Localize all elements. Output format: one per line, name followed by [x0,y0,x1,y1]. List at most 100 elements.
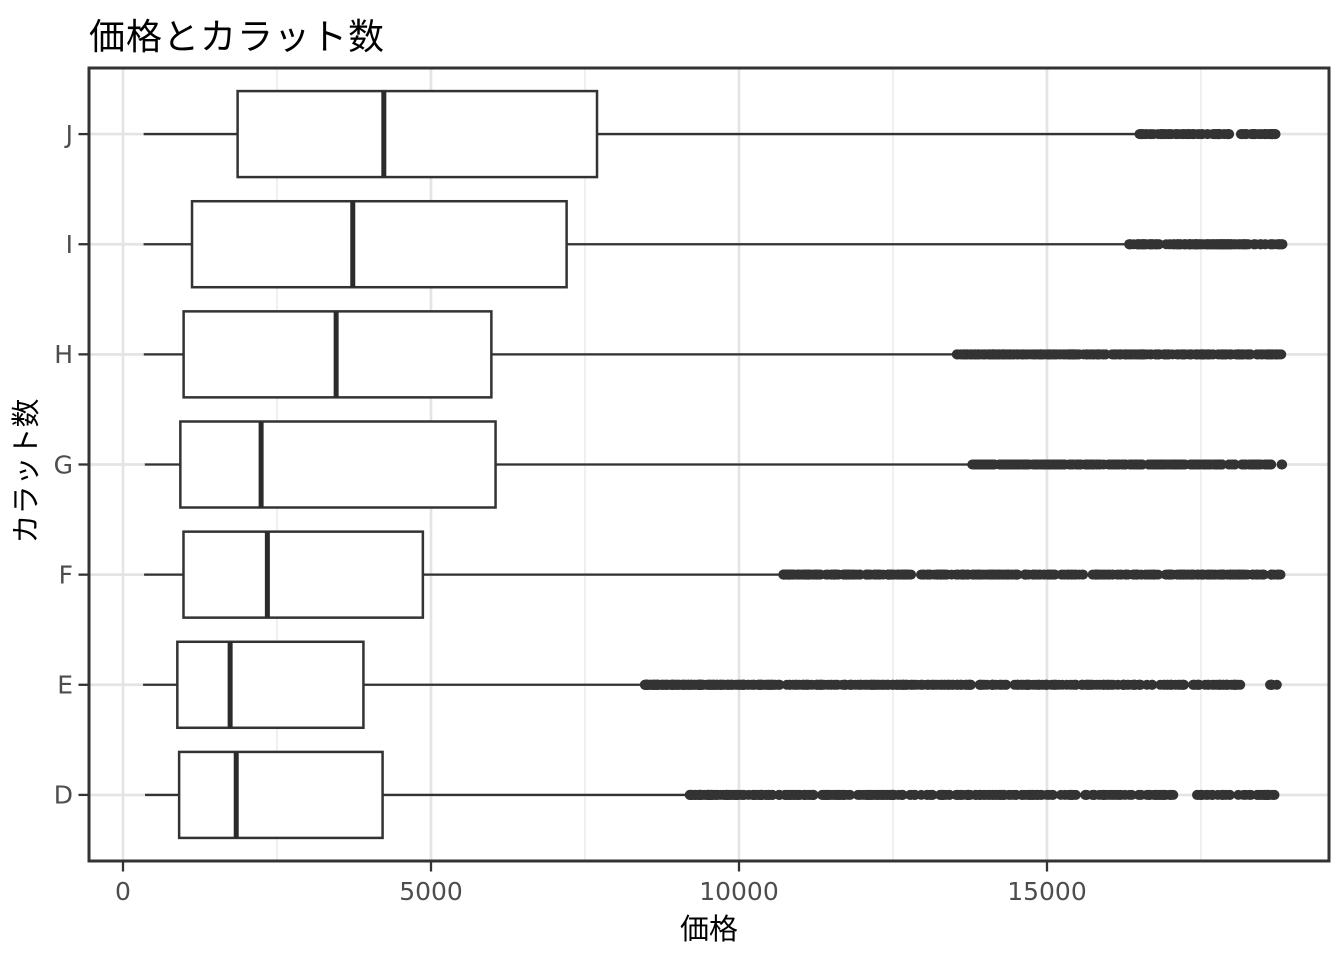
outlier-point-F [1031,569,1042,580]
outlier-point-D [789,789,800,800]
outlier-point-H [1162,349,1173,360]
outlier-point-E [1213,679,1224,690]
outlier-point-G [1032,459,1043,470]
outlier-point-E [988,679,999,690]
outlier-point-E [998,679,1009,690]
x-tick-label-0: 0 [115,877,131,906]
outlier-point-E [1155,679,1166,690]
outlier-point-E [689,679,700,690]
outlier-point-H [1048,349,1059,360]
outlier-point-E [948,679,959,690]
outlier-point-D [1065,789,1076,800]
outlier-point-E [1077,679,1088,690]
outlier-point-G [995,459,1006,470]
y-axis-title: カラット数 [9,398,43,544]
outlier-point-F [1216,569,1227,580]
outlier-point-D [695,789,706,800]
y-tick-label-E: E [57,671,73,700]
outlier-point-D [874,789,885,800]
outlier-point-J [1207,129,1218,140]
outlier-point-F [1153,569,1164,580]
outlier-point-I [1151,239,1162,250]
outlier-point-D [1080,789,1091,800]
outlier-point-J [1176,129,1187,140]
outlier-point-G [1153,459,1164,470]
outlier-point-E [1022,679,1033,690]
outlier-point-H [1213,349,1224,360]
outlier-point-D [1119,789,1130,800]
outlier-point-D [1017,789,1028,800]
outlier-point-E [639,679,650,690]
outlier-point-G [1215,459,1226,470]
outlier-point-E [764,679,775,690]
outlier-point-F [924,569,935,580]
outlier-point-I [1164,239,1175,250]
outlier-point-G [1248,459,1259,470]
box-F [182,530,425,619]
outlier-point-G [1162,459,1173,470]
outlier-point-D [1151,789,1162,800]
outlier-point-D [781,789,792,800]
outlier-point-H [1176,349,1187,360]
y-tick-label-I: I [66,230,73,259]
outlier-point-F [1070,569,1081,580]
outlier-point-E [1094,679,1105,690]
y-tick-label-J: J [64,120,73,149]
outlier-point-E [873,679,884,690]
outlier-point-D [910,789,921,800]
outlier-point-H [1238,349,1249,360]
outlier-point-H [1271,349,1282,360]
outlier-point-J [1237,129,1248,140]
outlier-point-F [1107,569,1118,580]
outlier-point-H [952,349,963,360]
outlier-point-D [753,789,764,800]
outlier-point-D [1136,789,1147,800]
outlier-point-H [1230,349,1241,360]
outlier-point-D [807,789,818,800]
outlier-point-H [1199,349,1210,360]
outlier-point-G [981,459,992,470]
y-tick-label-D: D [54,781,73,810]
box-E [176,640,365,730]
box-D [177,750,384,840]
outlier-point-G [1053,459,1064,470]
outlier-point-E [1235,679,1246,690]
outlier-point-G [974,459,985,470]
plot-title: 価格とカラット数 [89,17,386,58]
outlier-point-I [1212,239,1223,250]
outlier-point-G [1176,459,1187,470]
outlier-point-F [1186,569,1197,580]
outlier-point-E [1103,679,1114,690]
outlier-point-F [1115,569,1126,580]
outlier-point-E [897,679,908,690]
outlier-point-J [1159,129,1170,140]
outlier-point-E [656,679,667,690]
outlier-point-E [1119,679,1130,690]
outlier-point-F [1020,569,1031,580]
outlier-point-E [855,679,866,690]
outlier-point-H [1251,349,1262,360]
outlier-point-E [1051,679,1062,690]
outlier-point-F [883,569,894,580]
outlier-point-I [1175,239,1186,250]
outlier-point-H [988,349,999,360]
outlier-point-H [1098,349,1109,360]
outlier-point-D [1029,789,1040,800]
outlier-point-H [1036,349,1047,360]
outlier-point-D [738,789,749,800]
outlier-point-I [1224,239,1235,250]
outlier-point-D [1263,789,1274,800]
outlier-point-D [998,789,1009,800]
outlier-point-J [1223,129,1234,140]
outlier-point-G [1186,459,1197,470]
outlier-point-E [1012,679,1023,690]
outlier-point-F [801,569,812,580]
outlier-point-F [861,569,872,580]
outlier-point-G [1118,459,1129,470]
outlier-point-F [870,569,881,580]
outlier-point-D [707,789,718,800]
outlier-point-H [1191,349,1202,360]
outlier-point-D [864,789,875,800]
